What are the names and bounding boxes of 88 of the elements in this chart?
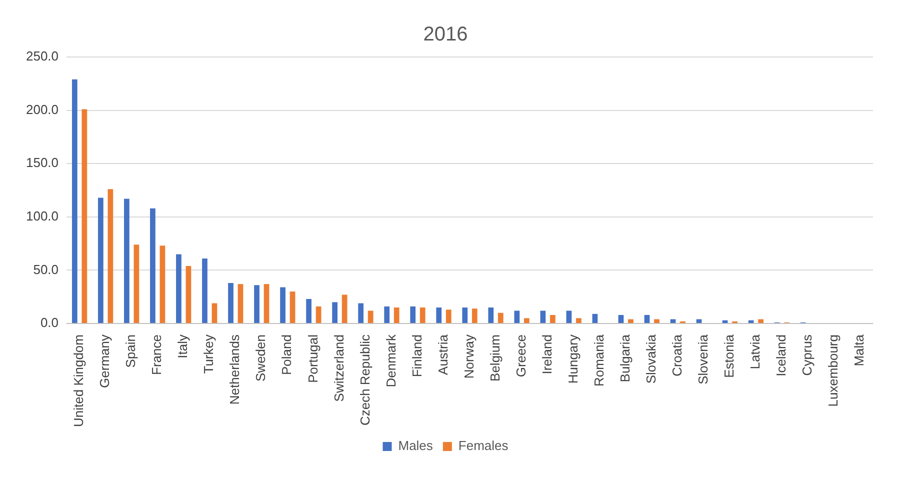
x-tick-label: Cyprus <box>800 334 815 376</box>
bar <box>280 287 286 323</box>
bar <box>108 189 114 323</box>
bar <box>670 319 676 323</box>
x-tick-label: Malta <box>852 334 867 366</box>
x-tick-label: Greece <box>513 334 528 378</box>
bar <box>202 258 208 323</box>
bar <box>576 318 582 323</box>
bar <box>462 308 468 323</box>
x-tick-label: Hungary <box>565 334 580 384</box>
bar <box>150 208 156 323</box>
bar <box>498 312 504 323</box>
bar <box>566 310 572 323</box>
bar <box>472 308 478 323</box>
bar <box>592 314 598 323</box>
y-tick-label: 100.0 <box>26 208 59 224</box>
x-tick-label: Iceland <box>774 334 789 376</box>
x-tick-label: Czech Republic <box>357 334 372 426</box>
x-tick-label: Latvia <box>748 334 763 370</box>
x-tick-label: Estonia <box>721 334 736 378</box>
bar <box>540 310 546 323</box>
bar <box>654 319 660 323</box>
bar <box>384 306 390 323</box>
bar <box>264 284 270 323</box>
bar <box>488 308 494 323</box>
bar <box>696 319 702 323</box>
bar <box>332 302 338 323</box>
x-tick-label: Spain <box>123 334 138 368</box>
x-tick-label: Switzerland <box>331 334 346 402</box>
bar <box>254 285 260 323</box>
x-tick-label: Denmark <box>383 334 398 388</box>
y-tick-label: 250.0 <box>26 48 59 64</box>
bar <box>82 109 88 323</box>
bar <box>72 79 78 323</box>
bar <box>290 292 296 323</box>
x-tick-label: Bulgaria <box>617 334 632 382</box>
y-tick-label: 50.0 <box>33 262 59 277</box>
bar <box>342 294 348 323</box>
bar <box>514 310 520 323</box>
bar <box>134 244 140 323</box>
x-tick-label: Sweden <box>253 334 268 382</box>
bar <box>358 303 364 323</box>
bar <box>316 306 322 323</box>
x-tick-label: Austria <box>435 334 450 375</box>
x-tick-label: Romania <box>591 334 606 387</box>
x-tick-label: Portugal <box>305 334 320 383</box>
bar <box>420 308 426 323</box>
legend-label: Males <box>398 438 434 454</box>
x-tick-label: Croatia <box>669 334 684 376</box>
x-tick-label: Ireland <box>539 334 554 374</box>
x-tick-label: United Kingdom <box>71 334 86 427</box>
x-tick-label: Turkey <box>201 334 216 374</box>
bar <box>124 198 130 323</box>
x-tick-label: Italy <box>175 334 190 358</box>
bar <box>436 308 442 323</box>
bar <box>618 314 624 323</box>
chart-title: 2016 <box>423 24 468 46</box>
bar <box>410 306 416 323</box>
y-tick-label: 150.0 <box>26 155 59 170</box>
x-tick-label: Poland <box>279 334 294 375</box>
bar <box>758 319 764 323</box>
bar <box>394 308 400 323</box>
x-tick-label: France <box>149 334 164 375</box>
bar <box>212 303 218 323</box>
bar <box>368 310 374 323</box>
bar <box>644 314 650 323</box>
x-tick-label: Belgium <box>487 334 502 382</box>
x-tick-label: Luxembourg <box>826 334 841 407</box>
x-tick-label: Slovakia <box>643 334 658 384</box>
bar <box>524 318 530 323</box>
x-tick-label: Netherlands <box>227 334 242 405</box>
y-tick-label: 0.0 <box>40 315 59 330</box>
bar <box>550 314 556 323</box>
bar <box>228 282 234 323</box>
x-tick-label: Slovenia <box>695 334 710 384</box>
bar <box>160 246 166 323</box>
bar <box>186 266 192 323</box>
x-tick-label: Norway <box>461 334 476 379</box>
bar <box>446 310 452 323</box>
bar <box>628 319 634 323</box>
y-tick-label: 200.0 <box>26 102 59 117</box>
legend-label: Females <box>458 438 509 454</box>
bar <box>306 298 312 323</box>
x-tick-label: Germany <box>97 334 112 388</box>
x-tick-label: Finland <box>409 334 424 378</box>
bar <box>238 284 244 323</box>
bar <box>98 198 104 323</box>
bar <box>176 254 182 323</box>
